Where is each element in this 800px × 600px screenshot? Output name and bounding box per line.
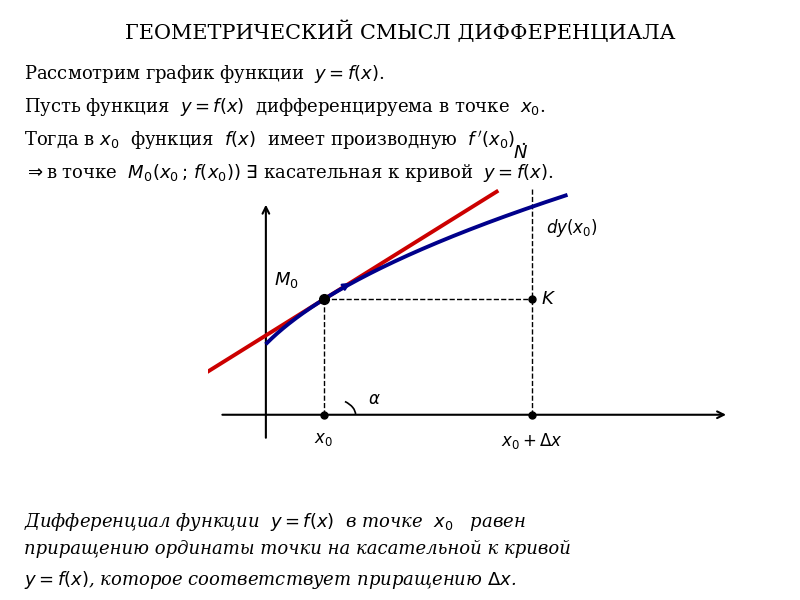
Text: Рассмотрим график функции  $y = f(x)$.: Рассмотрим график функции $y = f(x)$. xyxy=(24,63,385,85)
Text: $N$: $N$ xyxy=(513,144,528,162)
Text: Дифференциал функции  $y = f(x)$  в точке  $x_0$   равен: Дифференциал функции $y = f(x)$ в точке … xyxy=(24,511,526,533)
Text: $y = f(x)$, которое соответствует приращению $\Delta x$.: $y = f(x)$, которое соответствует приращ… xyxy=(24,569,516,591)
Text: Тогда в $x_0$  функция  $f(x)$  имеет производную  $f\,'(x_0)$ .: Тогда в $x_0$ функция $f(x)$ имеет произ… xyxy=(24,129,526,152)
Text: Пусть функция  $y = f(x)$  дифференцируема в точке  $x_0$.: Пусть функция $y = f(x)$ дифференцируема… xyxy=(24,96,546,118)
Text: $\Rightarrow$в точке  $M_0(x_0\,;\,f(x_0))$ $\exists$ касательная к кривой  $y =: $\Rightarrow$в точке $M_0(x_0\,;\,f(x_0)… xyxy=(24,162,554,184)
Text: $x_0$: $x_0$ xyxy=(314,431,333,448)
Text: ГЕОМЕТРИЧЕСКИЙ СМЫСЛ ДИФФЕРЕНЦИАЛА: ГЕОМЕТРИЧЕСКИЙ СМЫСЛ ДИФФЕРЕНЦИАЛА xyxy=(125,21,675,43)
Text: $M_0$: $M_0$ xyxy=(274,269,298,290)
Text: $K$: $K$ xyxy=(542,290,556,308)
Text: $x_0 + \Delta x$: $x_0 + \Delta x$ xyxy=(501,431,563,451)
Text: $\alpha$: $\alpha$ xyxy=(368,391,381,408)
Text: приращению ординаты точки на касательной к кривой: приращению ординаты точки на касательной… xyxy=(24,540,571,558)
Text: $dy(x_0)$: $dy(x_0)$ xyxy=(546,217,598,239)
